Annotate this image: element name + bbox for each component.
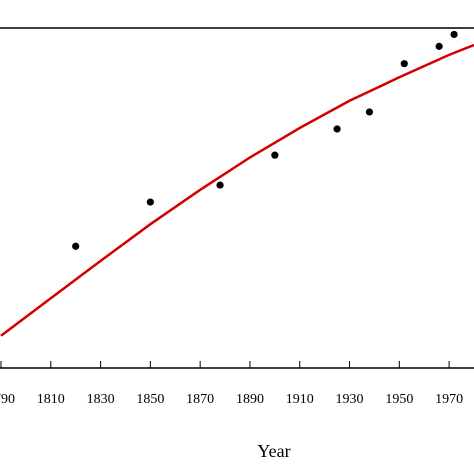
data-point xyxy=(365,108,374,116)
data-point xyxy=(146,198,154,206)
x-tick-label: 1910 xyxy=(286,392,314,407)
data-point xyxy=(216,181,224,189)
data-points xyxy=(72,30,458,250)
x-tick-label: 1930 xyxy=(336,392,364,407)
x-tick-label: 1850 xyxy=(136,392,164,407)
x-tick-label: 1950 xyxy=(385,392,413,407)
data-point xyxy=(435,42,443,50)
data-point xyxy=(450,30,458,39)
x-tick-label: 1790 xyxy=(0,392,15,407)
x-tick-label: 1830 xyxy=(87,392,115,407)
x-tick-label: 1810 xyxy=(37,392,65,407)
x-tick-label: 1870 xyxy=(186,392,214,407)
x-axis-ticks xyxy=(0,361,450,368)
x-tick-label: 1890 xyxy=(236,392,264,407)
data-point xyxy=(400,60,408,68)
data-point xyxy=(333,125,341,133)
data-point xyxy=(271,151,279,159)
fitted-curve xyxy=(0,43,474,337)
x-axis-title: Year xyxy=(257,441,290,461)
x-axis-tick-labels: 1790 1810 1830 1850 1870 1890 1910 1930 1950 1970 xyxy=(0,392,463,407)
x-tick-label: 1970 xyxy=(435,392,463,407)
plot-frame xyxy=(0,27,474,369)
data-point xyxy=(72,242,80,250)
